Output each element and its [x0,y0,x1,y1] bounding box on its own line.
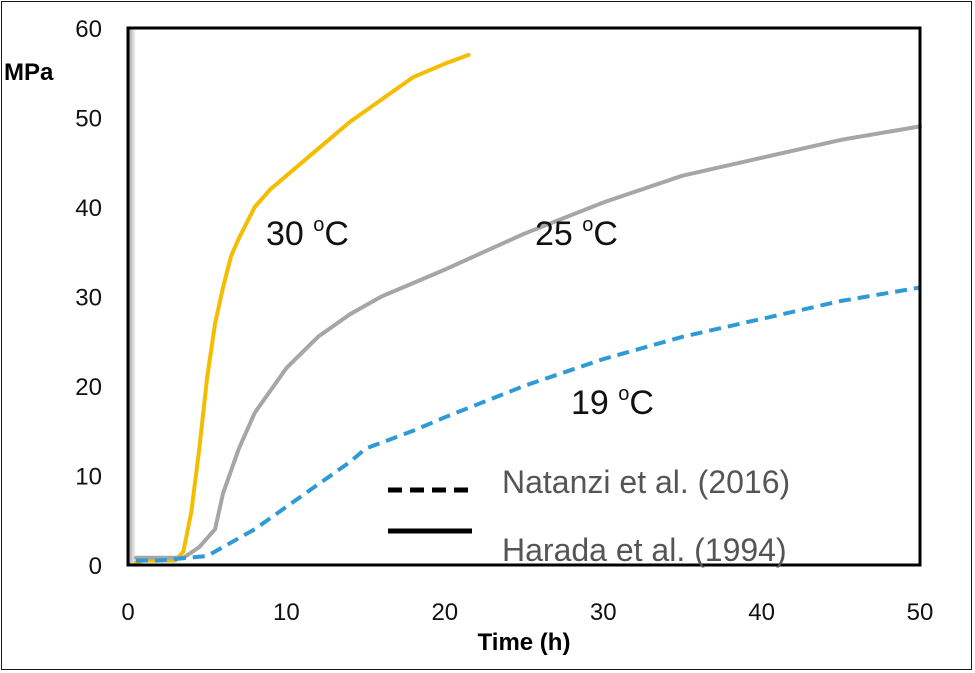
series-layer [133,52,922,565]
series-label-19c: 19 oC [571,383,654,422]
plot-area [128,28,920,565]
legend-label-natanzi: Natanzi et al. (2016) [502,464,790,500]
series-label-25c: 25 oC [535,214,618,253]
series-label-30c: 30 oC [266,214,349,253]
series-line-1 [133,124,922,560]
x-tick-label: 0 [121,599,134,626]
y-tick-label: 30 [75,285,102,312]
plot-border [126,26,922,567]
y-tick-label: 60 [75,16,102,43]
x-tick-label: 40 [748,599,775,626]
y-tick-label: 40 [75,195,102,222]
series-line-2 [135,285,921,563]
legend: Natanzi et al. (2016) Harada et al. (199… [388,464,790,568]
tick-layer: 0 10 20 30 40 50 60 0 10 20 30 40 50 [75,16,933,626]
y-tick-label: 20 [75,374,102,401]
x-tick-label: 10 [273,599,300,626]
y-tick-label: 0 [89,553,102,580]
y-axis-title: MPa [4,59,54,86]
legend-label-harada: Harada et al. (1994) [502,532,787,568]
x-tick-label: 30 [590,599,617,626]
x-tick-label: 50 [907,599,934,626]
x-axis-title: Time (h) [478,629,571,656]
y-tick-label: 50 [75,106,102,133]
x-tick-label: 20 [431,599,458,626]
y-tick-label: 10 [75,464,102,491]
plot-left-shade [128,28,136,565]
